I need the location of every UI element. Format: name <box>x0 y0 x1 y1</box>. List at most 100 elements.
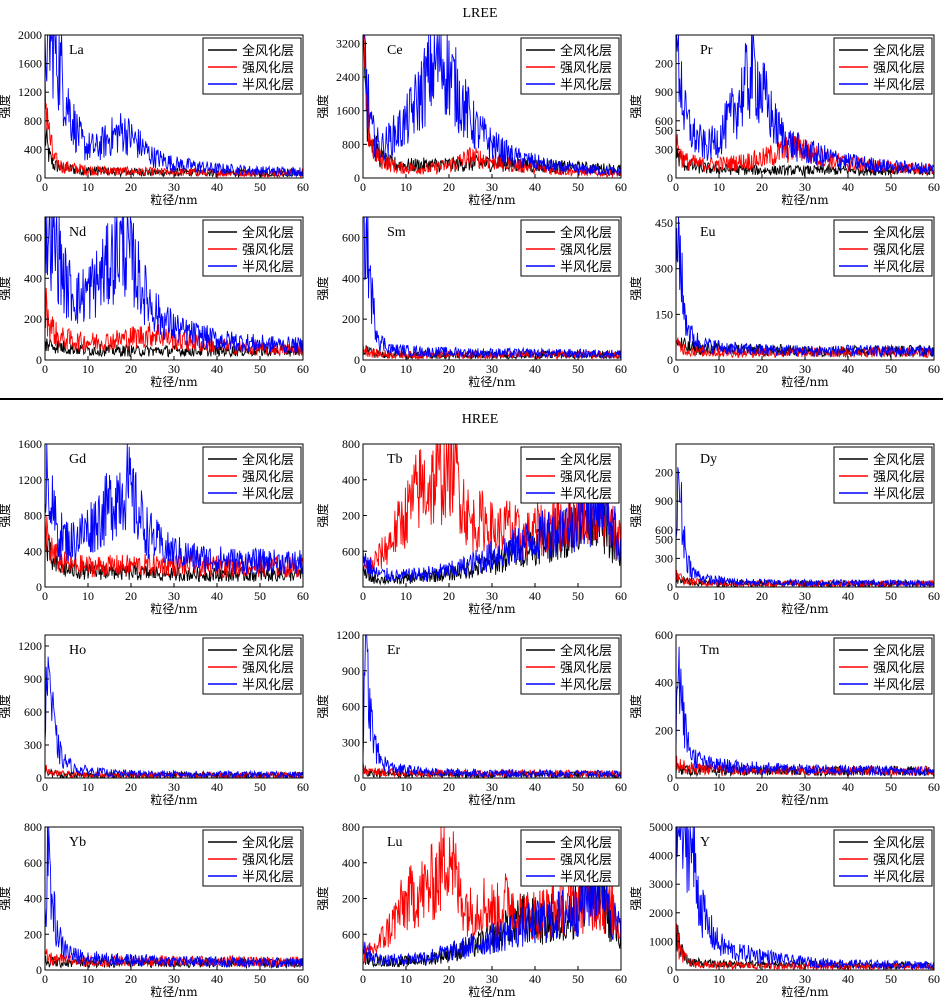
x-tick-label: 20 <box>756 180 768 194</box>
x-tick-label: 50 <box>885 780 897 794</box>
x-tick-label: 40 <box>842 972 854 986</box>
y-axis-label: 强度 <box>628 503 643 527</box>
y-tick-label: 300 <box>342 735 360 749</box>
series-Nd-半风化层 <box>45 217 303 354</box>
element-label: La <box>69 43 85 58</box>
y-tick-label: 2000 <box>649 906 673 920</box>
y-tick-label: 0 <box>667 580 673 594</box>
x-tick-label: 40 <box>211 589 223 603</box>
y-tick-label: 0 <box>667 771 673 785</box>
hree-section-title: HREE <box>461 412 499 427</box>
y-tick-label: 600 <box>342 700 360 714</box>
legend-label: 全风化层 <box>560 43 612 59</box>
chart-Ce: 0 10 20 30 40 50 60 0 800 1600 2400 3200 粒径/nm 强度 Ce 全风… <box>315 34 627 207</box>
y-tick-label: 0 <box>667 353 673 367</box>
legend-label: 强风化层 <box>873 853 925 868</box>
x-axis-label: 粒径/nm <box>781 601 829 616</box>
x-tick-label: 20 <box>443 780 455 794</box>
y-tick-label: 200 <box>24 927 42 941</box>
y-tick-label: 3200 <box>336 36 360 50</box>
x-tick-label: 20 <box>443 180 455 194</box>
y-tick-label: 1600 <box>18 57 42 71</box>
x-tick-label: 40 <box>842 362 854 376</box>
x-tick-label: 30 <box>168 362 180 376</box>
y-tick-label: 0 <box>354 771 360 785</box>
y-tick-label: 400 <box>24 544 42 558</box>
x-tick-label: 60 <box>297 180 309 194</box>
legend-label: 半风化层 <box>560 260 612 275</box>
element-label: Y <box>700 835 710 850</box>
x-axis-label: 粒径/nm <box>150 374 198 389</box>
legend-label: 全风化层 <box>873 835 925 851</box>
legend-label: 半风化层 <box>560 870 612 885</box>
x-tick-label: 40 <box>529 362 541 376</box>
section-divider <box>0 398 943 400</box>
legend-label: 半风化层 <box>242 260 294 275</box>
x-tick-label: 30 <box>486 589 498 603</box>
y-tick-label: 200 <box>342 509 360 523</box>
y-tick-label: 1200 <box>18 85 42 99</box>
y-axis-label: 强度 <box>0 276 12 300</box>
chart-La: 0 10 20 30 40 50 60 0 400 800 1200 1600 2000 粒径/nm 强度 L… <box>0 28 309 207</box>
x-tick-label: 60 <box>928 362 940 376</box>
y-tick-label: 600 <box>24 230 42 244</box>
x-tick-label: 10 <box>400 780 412 794</box>
y-tick-label: 400 <box>24 271 42 285</box>
legend-label: 半风化层 <box>560 78 612 93</box>
x-tick-label: 10 <box>82 362 94 376</box>
y-tick-label: 800 <box>342 820 360 834</box>
series-Sm-半风化层 <box>363 217 621 360</box>
x-axis-label: 粒径/nm <box>781 984 829 999</box>
x-tick-label: 0 <box>360 180 366 194</box>
y-tick-label: 0 <box>667 171 673 185</box>
series-Tb-半风化层 <box>363 454 621 583</box>
y-tick-label: 300 <box>655 551 673 565</box>
x-tick-label: 10 <box>400 972 412 986</box>
x-tick-label: 50 <box>885 180 897 194</box>
x-tick-label: 50 <box>885 972 897 986</box>
y-tick-label: 400 <box>24 142 42 156</box>
x-tick-label: 60 <box>928 589 940 603</box>
element-label: Lu <box>387 835 403 850</box>
y-tick-label: 300 <box>655 262 673 276</box>
y-tick-label: 400 <box>24 892 42 906</box>
x-axis-label: 粒径/nm <box>150 601 198 616</box>
x-tick-label: 40 <box>529 589 541 603</box>
y-tick-label: 800 <box>342 137 360 151</box>
x-axis-label: 粒径/nm <box>781 192 829 207</box>
element-label: Gd <box>69 452 86 467</box>
x-tick-label: 20 <box>125 362 137 376</box>
y-tick-label: 800 <box>24 820 42 834</box>
y-tick-label: 600 <box>655 114 673 128</box>
legend-label: 半风化层 <box>873 78 925 93</box>
y-axis-label: 强度 <box>0 886 12 910</box>
x-axis-label: 粒径/nm <box>468 192 516 207</box>
x-tick-label: 10 <box>82 780 94 794</box>
y-tick-label: 600 <box>24 856 42 870</box>
x-tick-label: 60 <box>615 972 627 986</box>
lree-section-title: LREE <box>462 6 498 21</box>
x-tick-label: 40 <box>211 180 223 194</box>
x-tick-label: 10 <box>713 362 725 376</box>
x-tick-label: 0 <box>360 589 366 603</box>
y-axis-label: 强度 <box>315 94 330 118</box>
x-tick-label: 50 <box>254 589 266 603</box>
x-tick-label: 60 <box>928 780 940 794</box>
x-tick-label: 40 <box>211 972 223 986</box>
y-tick-label: 0 <box>354 353 360 367</box>
y-tick-label: 3000 <box>649 877 673 891</box>
x-axis-label: 粒径/nm <box>468 374 516 389</box>
y-tick-label: 800 <box>342 437 360 451</box>
x-tick-label: 30 <box>799 780 811 794</box>
x-tick-label: 50 <box>572 972 584 986</box>
